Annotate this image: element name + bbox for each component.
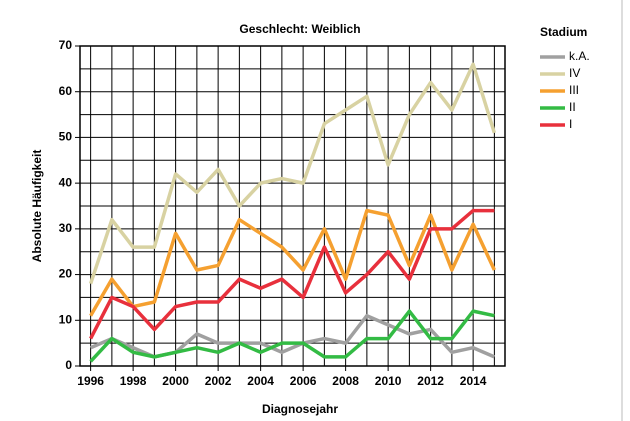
y-tick-label: 10 xyxy=(59,312,73,326)
x-tick-label: 2014 xyxy=(460,374,487,388)
y-tick-label: 30 xyxy=(59,221,73,235)
x-tick-label: 2004 xyxy=(247,374,274,388)
x-tick-label: 2008 xyxy=(332,374,359,388)
y-tick-label: 40 xyxy=(59,175,73,189)
y-tick-label: 0 xyxy=(65,358,72,372)
legend-label: III xyxy=(569,83,579,97)
x-tick-label: 2000 xyxy=(162,374,189,388)
x-tick-label: 1998 xyxy=(120,374,147,388)
x-tick-label: 2012 xyxy=(417,374,444,388)
plot-frame xyxy=(79,45,506,367)
legend-label: k.A. xyxy=(569,49,590,63)
legend-label: IV xyxy=(569,66,580,80)
y-tick-label: 50 xyxy=(59,130,73,144)
y-tick-label: 60 xyxy=(59,84,73,98)
y-tick-label: 70 xyxy=(59,38,73,52)
series-line xyxy=(89,309,495,363)
legend-label: II xyxy=(569,100,576,114)
x-axis-label: Diagnosejahr xyxy=(262,402,338,416)
series-line xyxy=(88,62,497,285)
y-axis-label: Absolute Häufigkeit xyxy=(30,150,44,263)
legend-label: I xyxy=(569,117,572,131)
series-line xyxy=(89,208,495,340)
x-tick-label: 2006 xyxy=(290,374,317,388)
x-tick-label: 2010 xyxy=(375,374,402,388)
y-tick-label: 20 xyxy=(59,267,73,281)
x-tick-label: 2002 xyxy=(205,374,232,388)
x-tick-label: 1996 xyxy=(77,374,104,388)
chart-title: Geschlecht: Weiblich xyxy=(239,22,360,36)
legend-title: Stadium xyxy=(540,25,587,39)
series-line xyxy=(89,208,496,317)
